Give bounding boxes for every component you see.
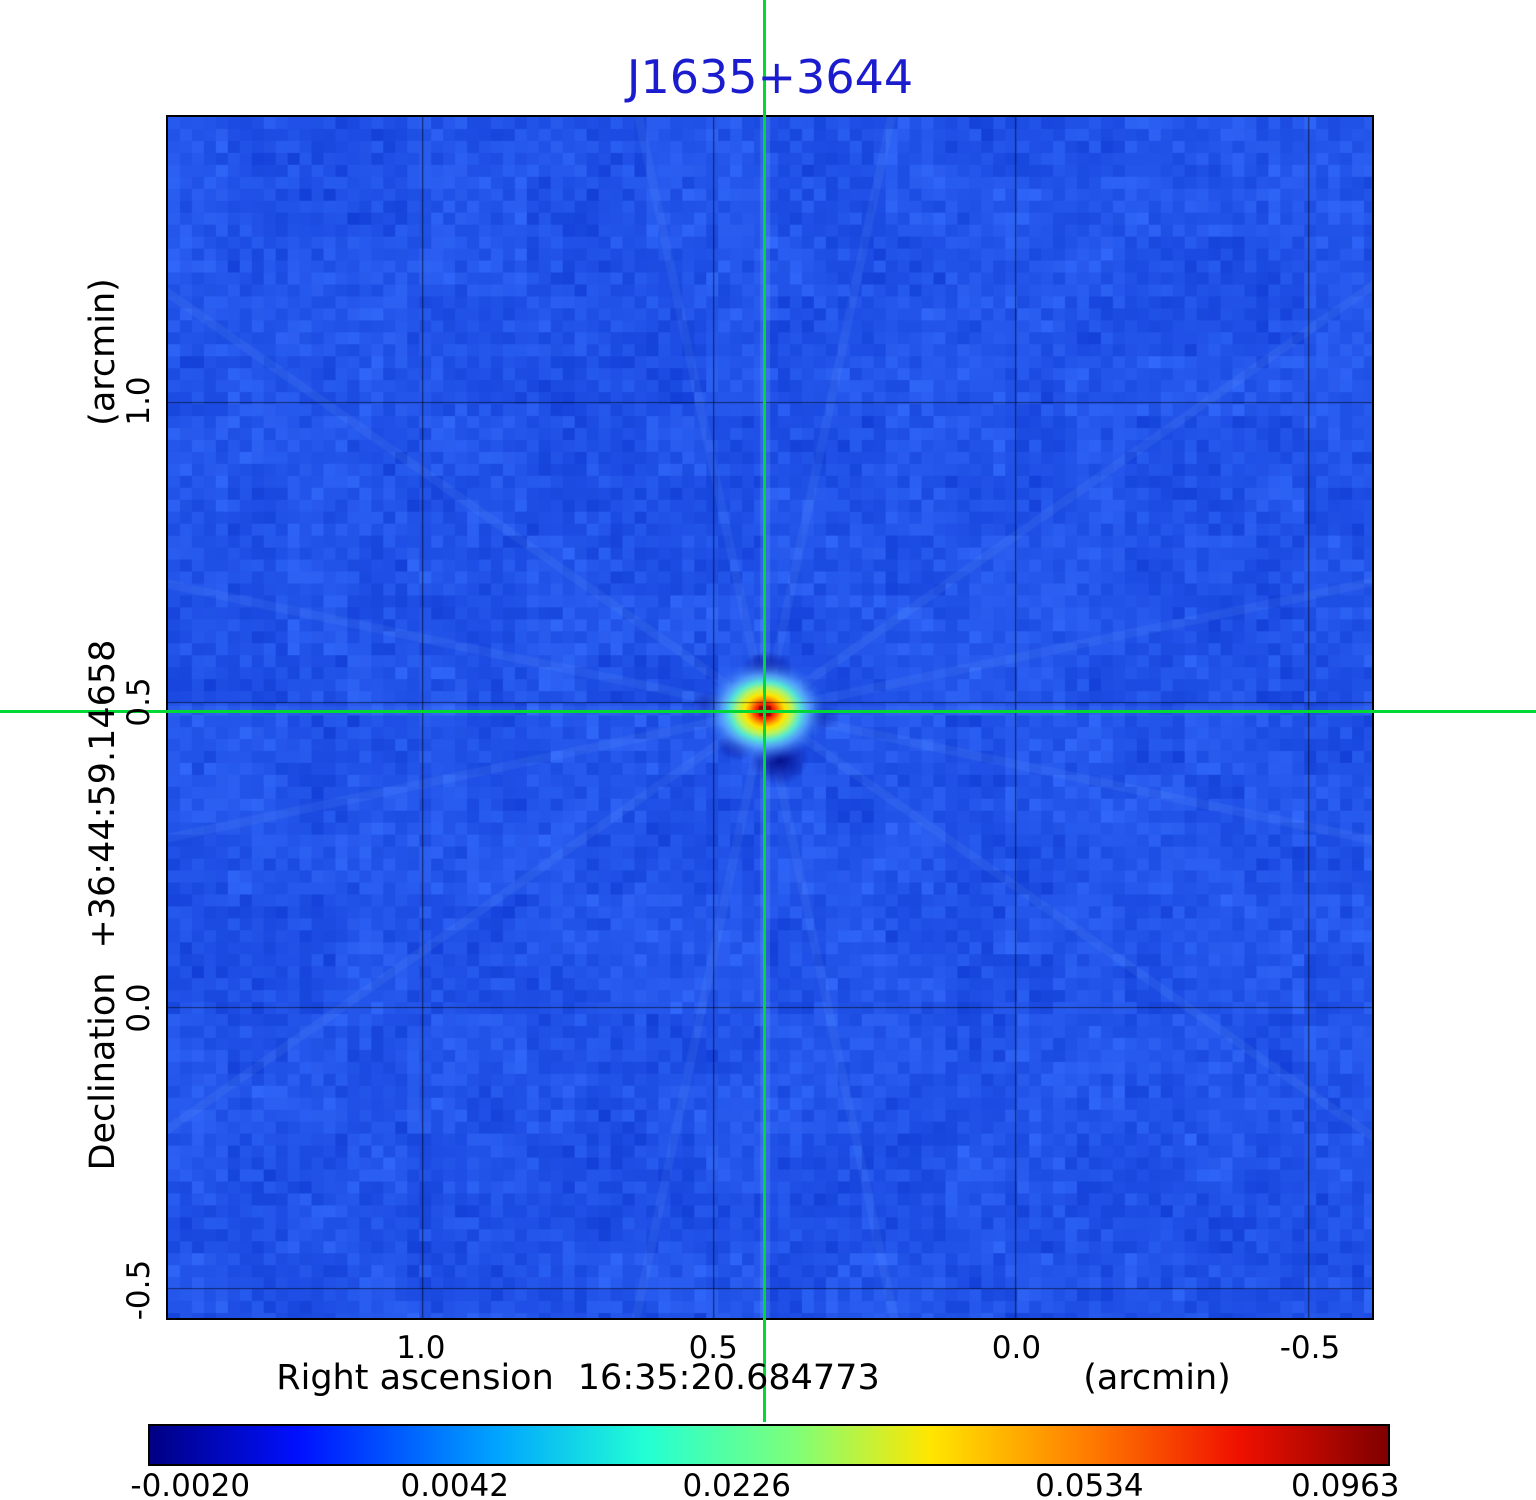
x-tick-label: 0.0 [991,1330,1042,1366]
colorbar-tick-label: 0.0226 [682,1468,791,1500]
colorbar-tick-label: 0.0963 [1291,1468,1400,1500]
colorbar-tick-label: 0.0042 [400,1468,510,1500]
sky-image-canvas [168,117,1372,1318]
y-tick-label: 0.5 [121,677,157,727]
colorbar-gradient [150,1426,1388,1464]
y-axis-label: Declination +36:44:59.14658 [83,640,123,1171]
x-axis-coordinate: 16:35:20.684773 [577,1358,880,1398]
y-tick-label: -0.5 [121,1259,157,1321]
plot-title: J1635+3644 [626,50,914,104]
y-tick-label: 1.0 [121,375,157,426]
colorbar-tick-labels: -0.0020 0.0042 0.0226 0.0534 0.0963 [130,1468,1399,1500]
x-axis-label: Right ascension 16:35:20.684773 [276,1358,879,1398]
x-axis-ticks: 1.0 0.5 0.0 -0.5 [166,1330,1374,1370]
y-axis-unit: (arcmin) [83,278,123,426]
crosshair-vertical [763,0,766,1422]
colorbar [148,1424,1390,1466]
colorbar-tick-label: -0.0020 [130,1468,251,1500]
plot-area [166,115,1374,1320]
x-tick-label: -0.5 [1279,1330,1341,1366]
y-axis-name: Declination [83,972,123,1171]
x-axis-unit: (arcmin) [1083,1358,1231,1398]
y-tick-label: 0.0 [121,983,157,1033]
colorbar-tick-label: 0.0534 [1035,1468,1144,1500]
crosshair-horizontal [0,710,1536,713]
x-axis-name: Right ascension [276,1358,554,1398]
x-tick-label: 0.5 [688,1330,738,1366]
y-axis-coordinate: +36:44:59.14658 [83,639,123,949]
x-tick-label: 1.0 [396,1330,446,1366]
